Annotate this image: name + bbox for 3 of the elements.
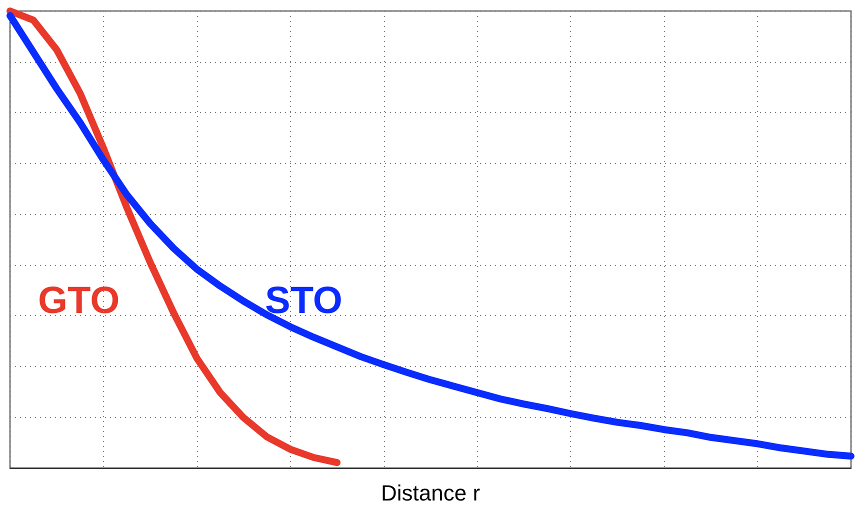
series-label: GTO [38, 280, 120, 322]
x-axis-title: Distance r [380, 480, 480, 506]
series-label: STO [265, 280, 342, 322]
